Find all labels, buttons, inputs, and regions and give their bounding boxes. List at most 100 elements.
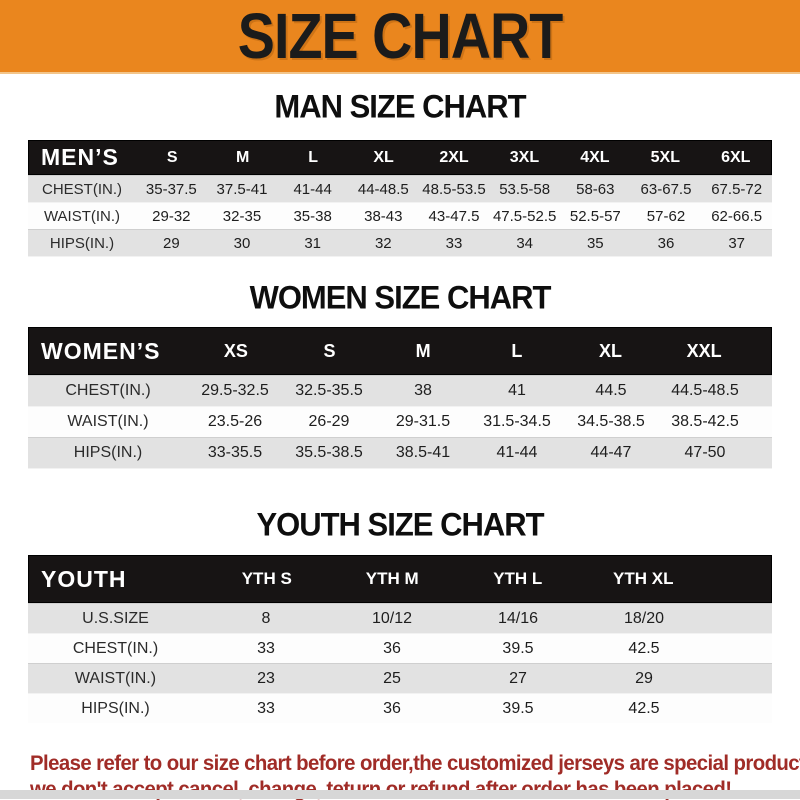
column-header: YTH XL [613, 569, 674, 588]
table-cell: 58-63 [576, 180, 615, 198]
table-cell: 34 [516, 234, 533, 252]
column-header: YTH L [493, 569, 543, 588]
table-header-row: YOUTH YTH S YTH M YTH L YTH XL [28, 555, 772, 603]
column-header: 3XL [509, 148, 540, 166]
table-cell: 41 [508, 382, 526, 399]
section-youth: YOUTH SIZE CHART YOUTH YTH S YTH M YTH L YTH … [0, 506, 800, 723]
banner-title: SIZE CHART [237, 0, 563, 72]
column-header: M [415, 340, 431, 361]
table-cell: 57-62 [646, 207, 686, 225]
men-size-table: MEN’S S M L XL 2XL 3XL 4XL 5XL 6XL CHEST(IN.) 35-37… [28, 140, 772, 257]
table-header-row: MEN’S S M L XL 2XL 3XL 4XL 5XL 6XL [28, 140, 772, 175]
row-label: CHEST(IN.) [72, 639, 159, 657]
column-header: XL [373, 148, 394, 166]
section-men: MAN SIZE CHART MEN’S S M L XL 2XL 3XL 4XL 5XL 6XL C… [0, 87, 800, 257]
column-header: XL [598, 340, 622, 361]
table-row: WAIST(IN.) 29-32 32-35 35-38 38-43 43-47.5 47.… [28, 203, 772, 229]
table-cell: 53.5-58 [499, 180, 551, 198]
table-cell: 36 [383, 699, 401, 717]
table-cell: 38.5-41 [395, 444, 451, 461]
table-header-label: WOMEN’S [41, 337, 161, 364]
table-cell: 39.5 [502, 699, 534, 717]
row-label: WAIST(IN.) [74, 669, 157, 687]
table-cell: 25 [383, 669, 401, 687]
column-header: L [511, 340, 523, 361]
table-row: HIPS(IN.) 33-35.5 35.5-38.5 38.5-41 41-44 44-… [28, 437, 772, 469]
table-cell: 29 [162, 234, 180, 252]
table-row: HIPS(IN.) 29 30 31 32 33 34 35 36 37 [28, 229, 772, 257]
table-cell: 18/20 [623, 609, 665, 627]
table-cell: 37.5-41 [216, 180, 268, 198]
table-cell: 29-31.5 [395, 413, 451, 430]
table-cell: 32-35 [222, 207, 262, 225]
table-cell: 43-47.5 [428, 207, 480, 225]
row-label: U.S.SIZE [82, 609, 149, 627]
row-label: WAIST(IN.) [67, 413, 149, 430]
table-row: CHEST(IN.) 29.5-32.5 32.5-35.5 38 41 44.5 44.5… [28, 375, 772, 407]
column-header: M [235, 148, 250, 166]
footer-line-1: Please refer to our size chart before or… [30, 752, 800, 775]
table-cell: 14/16 [497, 609, 539, 627]
table-cell: 44.5 [595, 382, 627, 399]
table-cell: 31 [304, 234, 321, 252]
column-header: 5XL [650, 148, 680, 166]
column-header: XS [223, 340, 248, 361]
table-cell: 29-32 [152, 207, 191, 225]
row-label: HIPS(IN.) [73, 444, 143, 461]
table-row: CHEST(IN.) 35-37.5 37.5-41 41-44 44-48.5 48.5… [28, 175, 772, 203]
table-cell: 47.5-52.5 [492, 207, 557, 225]
table-cell: 38.5-42.5 [671, 413, 739, 430]
table-row: CHEST(IN.) 33 36 39.5 42.5 [28, 634, 772, 663]
column-header: XXL [686, 340, 722, 361]
table-cell: 37 [728, 234, 745, 252]
table-cell: 33 [257, 699, 275, 717]
table-cell: 33 [445, 234, 463, 252]
section-women: WOMEN SIZE CHART WOMEN’S XS S M L XL XXL CHEST(I… [0, 278, 800, 469]
table-cell: 26-29 [308, 413, 350, 430]
table-cell: 42.5 [628, 699, 660, 717]
row-label: CHEST(IN.) [42, 180, 122, 198]
table-row: U.S.SIZE 8 10/12 14/16 18/20 [28, 603, 772, 634]
table-cell: 33 [257, 639, 275, 657]
table-cell: 8 [261, 609, 271, 627]
table-cell: 35 [586, 234, 604, 252]
row-label: CHEST(IN.) [65, 382, 151, 399]
row-label: HIPS(IN.) [81, 699, 150, 717]
table-cell: 47-50 [684, 444, 726, 461]
column-header: L [308, 148, 318, 166]
table-cell: 63-67.5 [640, 180, 692, 198]
size-tables-container: MAN SIZE CHART MEN’S S M L XL 2XL 3XL 4XL 5XL 6XL C… [0, 87, 800, 723]
table-cell: 35-37.5 [145, 180, 197, 198]
column-header: 4XL [580, 148, 610, 166]
table-cell: 41-44 [496, 444, 538, 461]
table-cell: 41-44 [293, 180, 332, 198]
section-title-women: WOMEN SIZE CHART [249, 278, 552, 317]
table-cell: 67.5-72 [711, 180, 763, 198]
table-cell: 31.5-34.5 [483, 413, 551, 430]
column-header: YTH M [365, 569, 419, 588]
section-title-men: MAN SIZE CHART [274, 87, 526, 126]
youth-size-table: YOUTH YTH S YTH M YTH L YTH XL U.S.SIZE 8 10/12… [28, 555, 772, 723]
table-cell: 52.5-57 [569, 207, 621, 225]
table-cell: 23.5-26 [207, 413, 263, 430]
table-cell: 48.5-53.5 [422, 180, 486, 198]
row-label: WAIST(IN.) [43, 207, 121, 225]
table-cell: 10/12 [371, 609, 413, 627]
table-cell: 32 [374, 234, 392, 252]
table-cell: 44.5-48.5 [671, 382, 739, 399]
table-cell: 42.5 [628, 639, 660, 657]
table-cell: 39.5 [502, 639, 534, 657]
table-cell: 32.5-35.5 [295, 382, 363, 399]
table-cell: 35.5-38.5 [295, 444, 363, 461]
bottom-strip [0, 790, 800, 799]
table-cell: 29 [635, 669, 653, 687]
table-cell: 33-35.5 [207, 444, 263, 461]
column-header: S [166, 148, 178, 166]
table-row: WAIST(IN.) 23 25 27 29 [28, 663, 772, 694]
table-header-label: YOUTH [41, 565, 127, 592]
column-header: YTH S [241, 569, 292, 588]
row-label: HIPS(IN.) [49, 234, 115, 252]
column-header: 2XL [439, 148, 469, 166]
table-row: HIPS(IN.) 33 36 39.5 42.5 [28, 694, 772, 723]
